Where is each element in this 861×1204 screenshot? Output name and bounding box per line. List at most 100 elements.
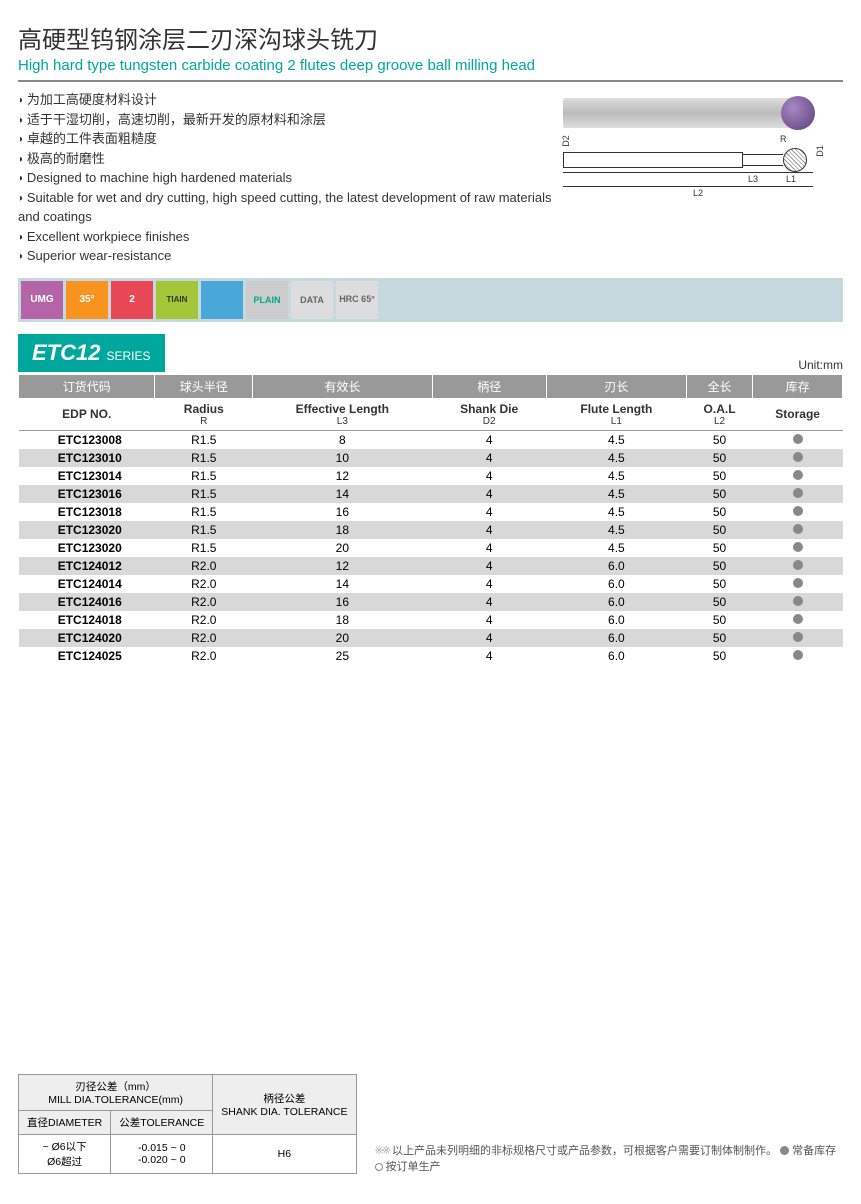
- cell: 4.5: [546, 485, 686, 503]
- cell-storage: [753, 485, 843, 503]
- cell-edp: ETC123016: [19, 485, 155, 503]
- cell-storage: [753, 430, 843, 449]
- dim-l3: L3: [748, 174, 758, 184]
- cell: R2.0: [155, 647, 253, 665]
- cell: 50: [686, 467, 752, 485]
- cell: 4.5: [546, 430, 686, 449]
- cell: 20: [253, 629, 432, 647]
- cell: 18: [253, 611, 432, 629]
- cell-storage: [753, 557, 843, 575]
- feature-en-2: Suitable for wet and dry cutting, high s…: [18, 188, 553, 227]
- cell: 50: [686, 521, 752, 539]
- cell: 18: [253, 521, 432, 539]
- cell-storage: [753, 611, 843, 629]
- tol-r1b: -0.015 ~ 0-0.020 ~ 0: [111, 1135, 213, 1174]
- spec-table: 订货代码 球头半径 有效长 柄径 刃长 全长 库存 EDP NO. Radius…: [18, 374, 843, 665]
- cell: 4: [432, 539, 546, 557]
- cell: 4: [432, 467, 546, 485]
- table-row: ETC124025R2.02546.050: [19, 647, 843, 665]
- cell: R1.5: [155, 449, 253, 467]
- cell: 50: [686, 647, 752, 665]
- tool-diagram: D2 R D1 L3 L1 L2: [553, 90, 843, 220]
- cell: R2.0: [155, 575, 253, 593]
- col-edp-cn: 订货代码: [19, 374, 155, 398]
- cell-edp: ETC124012: [19, 557, 155, 575]
- cell: 4: [432, 430, 546, 449]
- col-efflen-en: Effective LengthL3: [253, 398, 432, 430]
- cell: 4: [432, 503, 546, 521]
- table-row: ETC124012R2.01246.050: [19, 557, 843, 575]
- tool-schematic: D2 R D1 L3 L1 L2: [558, 140, 833, 210]
- tol-shank-header: 柄径公差SHANK DIA. TOLERANCE: [213, 1075, 356, 1135]
- tol-mill-header: 刃径公差（mm）MILL DIA.TOLERANCE(mm): [19, 1075, 213, 1111]
- cell-edp: ETC124018: [19, 611, 155, 629]
- cell: 50: [686, 485, 752, 503]
- col-oal-cn: 全长: [686, 374, 752, 398]
- tiain-icon: TIAIN: [156, 281, 198, 319]
- dim-r: R: [780, 134, 787, 144]
- table-row: ETC123018R1.51644.550: [19, 503, 843, 521]
- cell-storage: [753, 521, 843, 539]
- cell: 20: [253, 539, 432, 557]
- cell: 4: [432, 593, 546, 611]
- cell: 10: [253, 449, 432, 467]
- cell: 6.0: [546, 575, 686, 593]
- table-row: ETC123014R1.51244.550: [19, 467, 843, 485]
- cell-edp: ETC124025: [19, 647, 155, 665]
- feature-en-3: Excellent workpiece finishes: [18, 227, 553, 247]
- cell: R1.5: [155, 539, 253, 557]
- table-row: ETC123020R1.52044.550: [19, 539, 843, 557]
- tol-r1a: ~ Ø6以下Ø6超过: [19, 1135, 111, 1174]
- feature-list: 为加工高硬度材料设计 适于干湿切削，高速切削，最新开发的原材料和涂层 卓越的工件…: [18, 90, 553, 266]
- cell-edp: ETC124020: [19, 629, 155, 647]
- cell: 14: [253, 485, 432, 503]
- cell-storage: [753, 593, 843, 611]
- cell: 6.0: [546, 647, 686, 665]
- cell-edp: ETC123020: [19, 539, 155, 557]
- table-row: ETC124018R2.01846.050: [19, 611, 843, 629]
- table-row: ETC123016R1.51444.550: [19, 485, 843, 503]
- cell: 4: [432, 449, 546, 467]
- tool-render: [563, 98, 813, 128]
- cell: 4.5: [546, 521, 686, 539]
- cell-storage: [753, 647, 843, 665]
- table-row: ETC124020R2.02046.050: [19, 629, 843, 647]
- plain-icon: PLAIN: [246, 281, 288, 319]
- table-row: ETC123020R1.51844.550: [19, 521, 843, 539]
- property-icons-bar: UMG 35° 2 TIAIN PLAIN DATA HRC 65°: [18, 278, 843, 322]
- cell-edp: ETC123014: [19, 467, 155, 485]
- cell: 50: [686, 629, 752, 647]
- cell: 50: [686, 430, 752, 449]
- cell: 8: [253, 430, 432, 449]
- tol-shank-val: H6: [213, 1135, 356, 1174]
- cell: R2.0: [155, 593, 253, 611]
- cell-edp: ETC123010: [19, 449, 155, 467]
- col-shank-en: Shank DieD2: [432, 398, 546, 430]
- cell: 6.0: [546, 611, 686, 629]
- coolant-icon: [201, 281, 243, 319]
- cell: 16: [253, 503, 432, 521]
- feature-en-1: Designed to machine high hardened materi…: [18, 168, 553, 188]
- title-chinese: 高硬型钨钢涂层二刃深沟球头铣刀: [18, 20, 843, 55]
- tolerance-table: 刃径公差（mm）MILL DIA.TOLERANCE(mm) 柄径公差SHANK…: [18, 1074, 357, 1174]
- col-edp-en: EDP NO.: [19, 398, 155, 430]
- cell: 6.0: [546, 557, 686, 575]
- col-radius-en: RadiusR: [155, 398, 253, 430]
- cell-storage: [753, 503, 843, 521]
- cell: R1.5: [155, 485, 253, 503]
- umg-icon: UMG: [21, 281, 63, 319]
- cell: 4: [432, 611, 546, 629]
- cell: 4: [432, 485, 546, 503]
- cell: 4: [432, 629, 546, 647]
- cell: 50: [686, 557, 752, 575]
- cell: 50: [686, 611, 752, 629]
- cell: 4: [432, 647, 546, 665]
- table-row: ETC123010R1.51044.550: [19, 449, 843, 467]
- cell-storage: [753, 575, 843, 593]
- cell: 50: [686, 539, 752, 557]
- col-storage-cn: 库存: [753, 374, 843, 398]
- cell: 4.5: [546, 467, 686, 485]
- cell: 14: [253, 575, 432, 593]
- footer-note: ※※ 以上产品未列明细的非标规格尺寸或产品参数，可根据客户需要订制体制制作。 常…: [375, 1142, 844, 1174]
- cell-storage: [753, 449, 843, 467]
